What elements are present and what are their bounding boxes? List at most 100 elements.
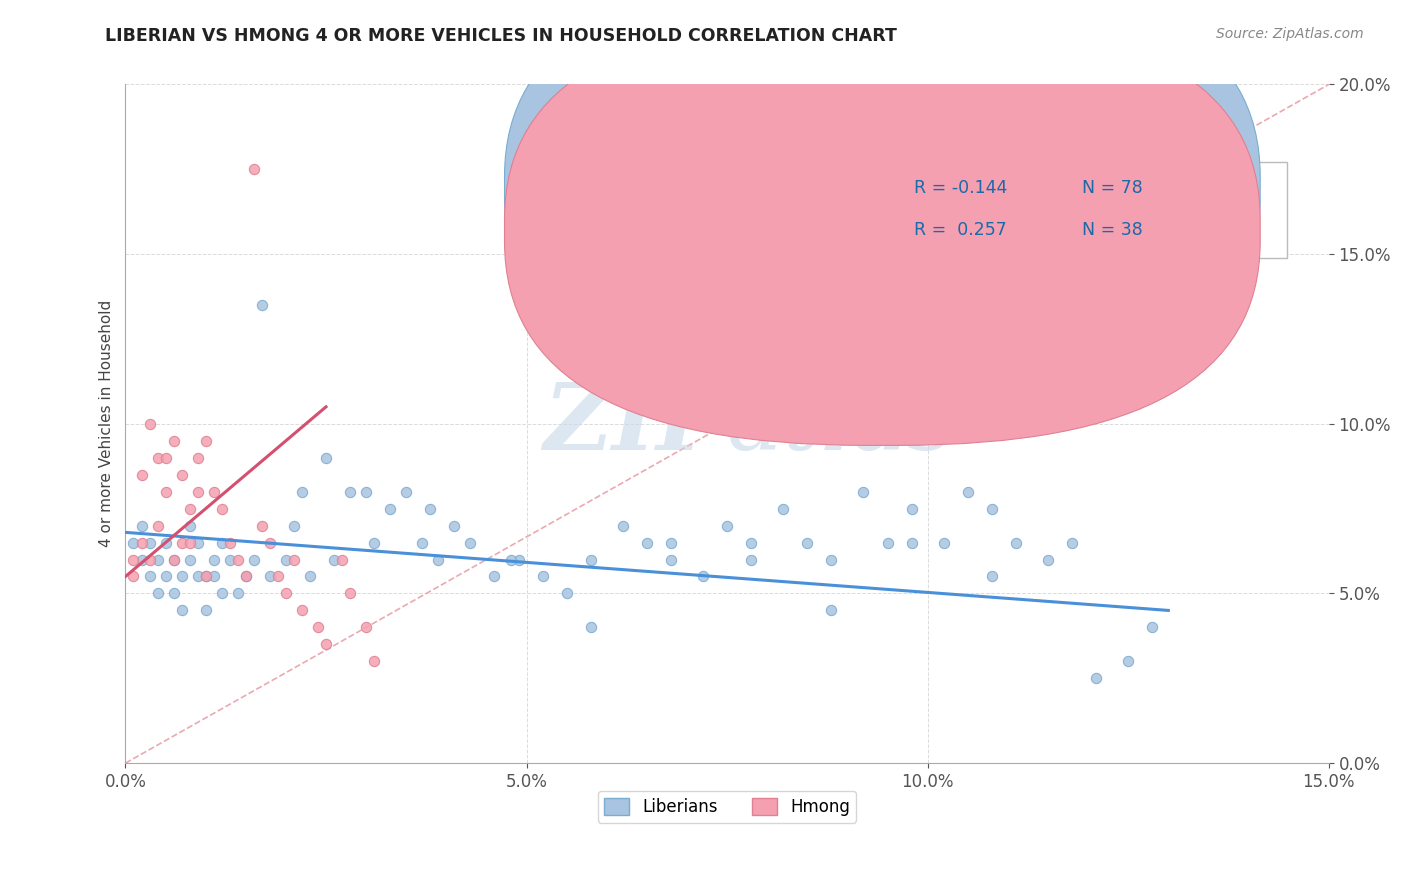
Point [202, 484, 225, 499]
Point [259, 569, 281, 583]
Point [315, 450, 337, 465]
Point [250, 518, 273, 533]
Point [131, 552, 153, 566]
Point [508, 552, 530, 566]
Point [796, 535, 818, 549]
Point [274, 586, 297, 600]
Point [138, 535, 160, 549]
Point [1142, 620, 1164, 634]
Point [659, 552, 682, 566]
Point [443, 518, 465, 533]
Point [250, 298, 273, 312]
Point [146, 450, 169, 465]
Point [211, 535, 233, 549]
Point [162, 586, 184, 600]
Point [315, 637, 337, 651]
Point [716, 518, 738, 533]
Point [1005, 535, 1028, 549]
Point [146, 586, 169, 600]
Point [138, 552, 160, 566]
Point [235, 569, 257, 583]
Point [740, 535, 762, 549]
Point [170, 467, 193, 482]
Point [211, 586, 233, 600]
Point [179, 518, 201, 533]
Point [363, 535, 385, 549]
Point [187, 484, 209, 499]
Point [772, 501, 794, 516]
Point [579, 552, 602, 566]
Point [380, 501, 402, 516]
Text: ZIP: ZIP [543, 379, 727, 469]
Point [194, 603, 217, 617]
Y-axis label: 4 or more Vehicles in Household: 4 or more Vehicles in Household [100, 301, 114, 548]
Text: R =  0.257: R = 0.257 [914, 221, 1007, 239]
Point [330, 552, 353, 566]
Point [131, 535, 153, 549]
Point [162, 552, 184, 566]
Point [298, 569, 321, 583]
Point [531, 569, 554, 583]
Point [555, 586, 578, 600]
Point [740, 552, 762, 566]
Text: R = -0.144: R = -0.144 [914, 178, 1007, 196]
Point [612, 518, 634, 533]
Point [187, 450, 209, 465]
Point [852, 484, 875, 499]
Point [339, 484, 361, 499]
Point [218, 552, 240, 566]
Point [692, 569, 714, 583]
Point [243, 162, 266, 177]
Point [579, 620, 602, 634]
Point [932, 535, 955, 549]
Point [411, 535, 433, 549]
Point [900, 535, 922, 549]
Point [146, 518, 169, 533]
Point [155, 535, 177, 549]
FancyBboxPatch shape [505, 0, 1260, 402]
Point [131, 518, 153, 533]
Point [170, 603, 193, 617]
Point [274, 552, 297, 566]
Point [146, 552, 169, 566]
Point [155, 450, 177, 465]
Point [155, 569, 177, 583]
Point [980, 501, 1002, 516]
Point [194, 434, 217, 448]
Point [419, 501, 441, 516]
Point [235, 569, 257, 583]
Point [243, 552, 266, 566]
Point [307, 620, 329, 634]
Point [291, 484, 314, 499]
Point [202, 569, 225, 583]
Point [162, 434, 184, 448]
Point [179, 535, 201, 549]
Point [460, 535, 482, 549]
Point [395, 484, 418, 499]
Text: N = 78: N = 78 [1083, 178, 1143, 196]
Point [194, 569, 217, 583]
Point [138, 417, 160, 431]
Point [283, 518, 305, 533]
Point [820, 603, 842, 617]
Point [339, 586, 361, 600]
Point [820, 552, 842, 566]
Point [283, 552, 305, 566]
Text: Source: ZipAtlas.com: Source: ZipAtlas.com [1216, 27, 1364, 41]
Legend: Liberians, Hmong: Liberians, Hmong [598, 791, 856, 822]
Point [323, 552, 346, 566]
Point [170, 535, 193, 549]
Point [194, 569, 217, 583]
Point [211, 501, 233, 516]
Point [170, 569, 193, 583]
Point [259, 535, 281, 549]
Point [363, 654, 385, 668]
Point [427, 552, 450, 566]
FancyBboxPatch shape [505, 15, 1260, 445]
Point [226, 586, 249, 600]
Point [138, 569, 160, 583]
Point [131, 467, 153, 482]
Point [1116, 654, 1139, 668]
Point [980, 569, 1002, 583]
Text: LIBERIAN VS HMONG 4 OR MORE VEHICLES IN HOUSEHOLD CORRELATION CHART: LIBERIAN VS HMONG 4 OR MORE VEHICLES IN … [105, 27, 897, 45]
